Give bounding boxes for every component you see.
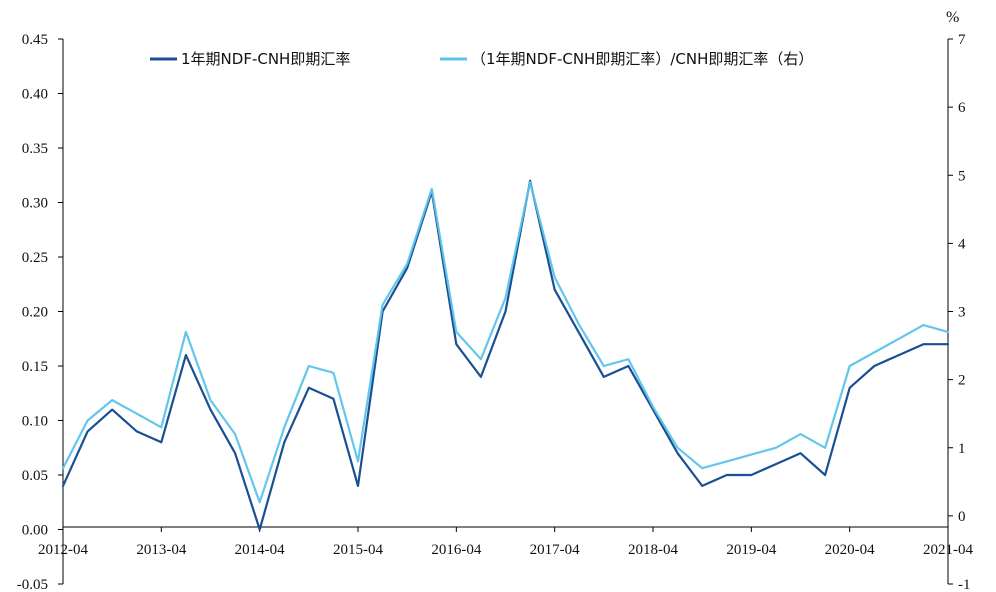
x-tick-label: 2015-04: [333, 542, 383, 558]
right-y-tick-label: 0: [958, 509, 966, 525]
x-tick-label: 2019-04: [726, 542, 776, 558]
series-line-1: [61, 179, 950, 531]
left-y-tick-label: 0.30: [22, 196, 48, 212]
left-y-tick-label: 0.25: [22, 250, 48, 266]
right-y-tick-label: 3: [958, 305, 966, 321]
legend-label-1: 1年期NDF-CNH即期汇率: [181, 50, 350, 68]
left-y-tick-label: 0.40: [22, 87, 48, 103]
right-y-tick-label: 5: [958, 168, 966, 184]
left-y-tick-label: 0.00: [22, 523, 48, 539]
left-y-tick-label: 0.15: [22, 359, 48, 375]
axes: -0.05 0.00 0.05 0.10 0.15 0.20 0.25 0.30 0.35 0.4…: [17, 9, 974, 592]
left-y-tick-label: 0.05: [22, 468, 48, 484]
x-tick-label: 2012-04: [38, 542, 88, 558]
right-y-tick-label: 6: [958, 100, 966, 116]
right-y-tick-label: 4: [958, 236, 966, 252]
series-area: [61, 179, 950, 531]
x-tick-label: 2014-04: [235, 542, 285, 558]
x-tick-label: 2018-04: [628, 542, 678, 558]
legend: 1年期NDF-CNH即期汇率 （1年期NDF-CNH即期汇率）/CNH即期汇率（右…: [150, 50, 813, 68]
x-tick-label: 2020-04: [825, 542, 875, 558]
left-y-tick-label: 0.45: [22, 32, 48, 48]
left-y-tick-label: 0.20: [22, 305, 48, 321]
left-y-tick-label: -0.05: [17, 577, 48, 592]
right-y-tick-label: 1: [958, 441, 966, 457]
right-y-tick-label: 7: [958, 32, 966, 48]
x-tick-label: 2021-04: [923, 542, 973, 558]
right-y-tick-label: -1: [958, 577, 971, 592]
x-tick-label: 2013-04: [136, 542, 186, 558]
series-line-2: [61, 181, 950, 504]
legend-label-2: （1年期NDF-CNH即期汇率）/CNH即期汇率（右）: [471, 50, 813, 68]
right-y-tick-label: 2: [958, 373, 966, 389]
x-tick-label: 2017-04: [530, 542, 580, 558]
left-y-tick-label: 0.35: [22, 141, 48, 157]
right-axis-unit: %: [946, 9, 959, 26]
x-tick-label: 2016-04: [431, 542, 481, 558]
left-y-tick-label: 0.10: [22, 414, 48, 430]
